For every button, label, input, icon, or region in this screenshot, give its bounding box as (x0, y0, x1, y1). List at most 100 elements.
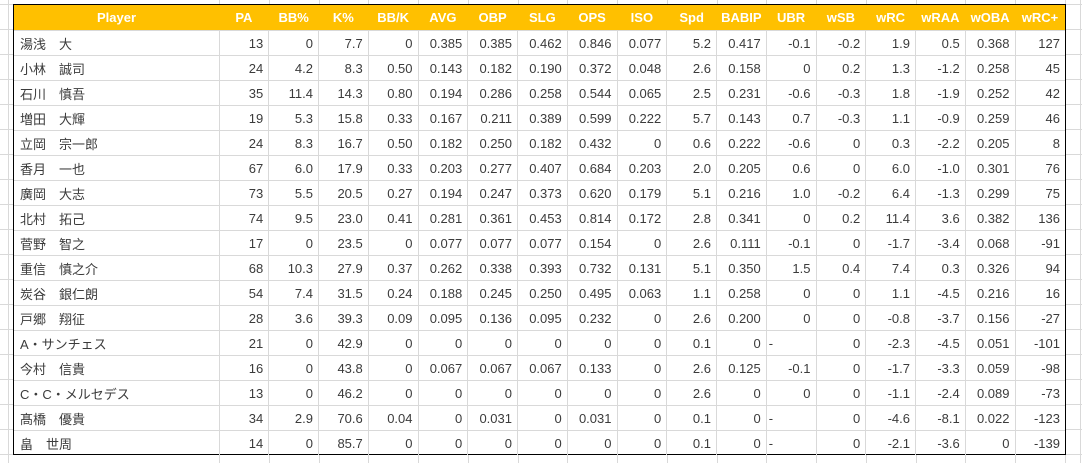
stat-cell[interactable]: 67 (218, 155, 270, 181)
stat-cell[interactable]: 0.048 (616, 55, 668, 81)
stat-cell[interactable]: 0.1 (666, 330, 717, 356)
stat-cell[interactable]: 0.125 (716, 355, 767, 381)
stat-cell[interactable]: 27.9 (318, 255, 369, 281)
stat-cell[interactable]: 0.022 (964, 405, 1016, 431)
stat-cell[interactable]: 16.7 (318, 130, 369, 156)
stat-cell[interactable]: 0.599 (566, 105, 618, 131)
stat-cell[interactable]: 5.2 (666, 30, 717, 56)
stat-cell[interactable]: -4.6 (865, 405, 916, 431)
stat-cell[interactable]: -27 (1014, 305, 1065, 331)
stat-cell[interactable]: 0 (367, 330, 419, 356)
stat-cell[interactable]: 0 (417, 330, 469, 356)
stat-cell[interactable]: 0 (268, 380, 319, 406)
player-name-cell[interactable]: 北村 拓己 (14, 205, 220, 231)
stat-cell[interactable]: 2.6 (666, 230, 717, 256)
column-header-iso[interactable]: ISO (617, 5, 667, 31)
stat-cell[interactable]: 28 (218, 305, 270, 331)
stat-cell[interactable]: 0.462 (517, 30, 568, 56)
stat-cell[interactable]: 70.6 (318, 405, 369, 431)
stat-cell[interactable]: 0.211 (467, 105, 518, 131)
stat-cell[interactable]: 0.1 (666, 430, 717, 455)
stat-cell[interactable]: 0 (367, 30, 419, 56)
stat-cell[interactable]: 0.067 (417, 355, 469, 381)
stat-cell[interactable]: 11.4 (268, 80, 319, 106)
stat-cell[interactable]: 1.1 (865, 105, 916, 131)
stat-cell[interactable]: 5.5 (268, 180, 319, 206)
stat-cell[interactable]: 0.205 (964, 130, 1016, 156)
player-name-cell[interactable]: 戸郷 翔征 (14, 305, 220, 331)
stat-cell[interactable]: 5.3 (268, 105, 319, 131)
stat-cell[interactable]: 31.5 (318, 280, 369, 306)
stat-cell[interactable]: 11.4 (865, 205, 916, 231)
stat-cell[interactable]: 0.133 (566, 355, 618, 381)
stat-cell[interactable]: 0.417 (716, 30, 767, 56)
stat-cell[interactable]: 0.136 (467, 305, 518, 331)
stat-cell[interactable]: -2.3 (865, 330, 916, 356)
stat-cell[interactable]: 7.4 (268, 280, 319, 306)
player-name-cell[interactable]: 石川 慎吾 (14, 80, 220, 106)
stat-cell[interactable]: 0 (815, 130, 867, 156)
stat-cell[interactable]: 14 (218, 430, 270, 455)
stat-cell[interactable]: -0.2 (815, 180, 867, 206)
stat-cell[interactable]: 0.059 (964, 355, 1016, 381)
player-name-cell[interactable]: 湯浅 大 (14, 30, 220, 56)
stat-cell[interactable]: 0.245 (467, 280, 518, 306)
stat-cell[interactable]: 0.077 (417, 230, 469, 256)
stat-cell[interactable]: -0.8 (865, 305, 916, 331)
stat-cell[interactable]: -2.1 (865, 430, 916, 455)
stat-cell[interactable]: 0.216 (716, 180, 767, 206)
stat-cell[interactable]: 0.143 (417, 55, 469, 81)
stat-cell[interactable]: 46 (1014, 105, 1065, 131)
player-name-cell[interactable]: 菅野 智之 (14, 230, 220, 256)
stat-cell[interactable]: 0.281 (417, 205, 469, 231)
stat-cell[interactable]: 15.8 (318, 105, 369, 131)
stat-cell[interactable]: 0 (815, 355, 867, 381)
stat-cell[interactable]: 0 (716, 405, 767, 431)
stat-cell[interactable]: 2.8 (666, 205, 717, 231)
stat-cell[interactable]: 0 (815, 330, 867, 356)
stat-cell[interactable]: 2.9 (268, 405, 319, 431)
stat-cell[interactable]: 2.6 (666, 305, 717, 331)
stat-cell[interactable]: 94 (1014, 255, 1065, 281)
stat-cell[interactable]: 73 (218, 180, 270, 206)
stat-cell[interactable]: -3.4 (915, 230, 966, 256)
stat-cell[interactable]: 0 (268, 30, 319, 56)
column-header-wsb[interactable]: wSB (816, 5, 866, 31)
stat-cell[interactable]: 0.167 (417, 105, 469, 131)
column-header-wrc[interactable]: wRC (865, 5, 916, 31)
player-name-cell[interactable]: 香月 一也 (14, 155, 220, 181)
stat-cell[interactable]: 0.2 (815, 55, 867, 81)
stat-cell[interactable]: 0 (616, 430, 668, 455)
stat-cell[interactable]: -4.5 (915, 280, 966, 306)
stat-cell[interactable]: 34 (218, 405, 270, 431)
stat-cell[interactable]: 0.143 (716, 105, 767, 131)
stat-cell[interactable]: 24 (218, 55, 270, 81)
stat-cell[interactable]: -98 (1014, 355, 1065, 381)
stat-cell[interactable]: 0.067 (517, 355, 568, 381)
stat-cell[interactable]: 0 (616, 230, 668, 256)
stat-cell[interactable]: -3.3 (915, 355, 966, 381)
stat-cell[interactable]: 54 (218, 280, 270, 306)
column-header-babip[interactable]: BABIP (716, 5, 767, 31)
stat-cell[interactable]: 0.350 (716, 255, 767, 281)
stat-cell[interactable]: 0.156 (964, 305, 1016, 331)
stat-cell[interactable]: 0.222 (616, 105, 668, 131)
stat-cell[interactable]: 0.80 (367, 80, 419, 106)
stat-cell[interactable]: 0.077 (467, 230, 518, 256)
stat-cell[interactable]: 6.4 (865, 180, 916, 206)
stat-cell[interactable]: 68 (218, 255, 270, 281)
stat-cell[interactable]: 8.3 (318, 55, 369, 81)
stat-cell[interactable]: 0.095 (417, 305, 469, 331)
stat-cell[interactable]: 0 (765, 280, 817, 306)
stat-cell[interactable]: 0.299 (964, 180, 1016, 206)
stat-cell[interactable]: -0.1 (765, 230, 817, 256)
stat-cell[interactable]: 0.301 (964, 155, 1016, 181)
stat-cell[interactable]: -1.3 (915, 180, 966, 206)
stat-cell[interactable]: 0 (367, 355, 419, 381)
stat-cell[interactable]: 0.368 (964, 30, 1016, 56)
stat-cell[interactable]: 136 (1014, 205, 1065, 231)
stat-cell[interactable]: -139 (1014, 430, 1065, 455)
stat-cell[interactable]: 1.5 (765, 255, 817, 281)
stat-cell[interactable]: 0.382 (964, 205, 1016, 231)
stat-cell[interactable]: 17.9 (318, 155, 369, 181)
